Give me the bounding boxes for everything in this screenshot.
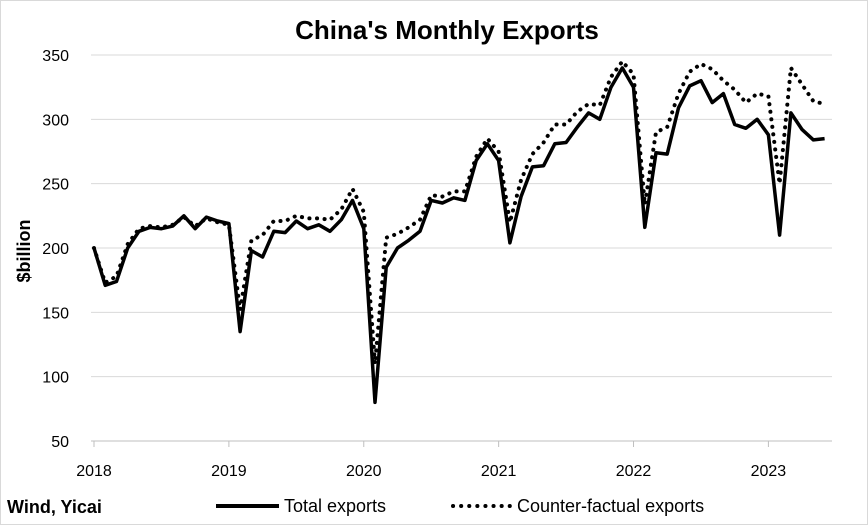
series-layer xyxy=(92,59,827,405)
chart-title: China's Monthly Exports xyxy=(295,15,599,45)
y-tick-label: 150 xyxy=(42,305,69,322)
total-exports-line xyxy=(92,66,825,405)
y-tick-label: 200 xyxy=(42,241,69,258)
y-tick-label: 100 xyxy=(42,370,69,387)
x-tick-label: 2020 xyxy=(346,463,382,480)
y-axis-label: $billion xyxy=(14,220,34,283)
legend-label: Counter-factual exports xyxy=(517,496,704,516)
axes: 50 100 150 200 250 300 350 2018 2019 2020 2021 2022… xyxy=(42,48,832,480)
y-tick-label: 250 xyxy=(42,177,69,194)
legend: Total exports Counter-factual exports xyxy=(216,496,704,516)
y-tick-label: 50 xyxy=(51,434,69,451)
gridlines xyxy=(91,54,832,378)
source-note: Wind, Yicai xyxy=(7,497,102,517)
y-tick-label: 350 xyxy=(42,48,69,65)
x-tick-label: 2018 xyxy=(76,463,112,480)
x-tick-label: 2019 xyxy=(211,463,247,480)
y-tick-label: 300 xyxy=(42,112,69,129)
counterfactual-exports-line xyxy=(92,59,827,366)
x-tick-label: 2022 xyxy=(616,463,652,480)
x-tick-label: 2021 xyxy=(481,463,517,480)
legend-label: Total exports xyxy=(284,496,386,516)
x-tick-label: 2023 xyxy=(751,463,787,480)
